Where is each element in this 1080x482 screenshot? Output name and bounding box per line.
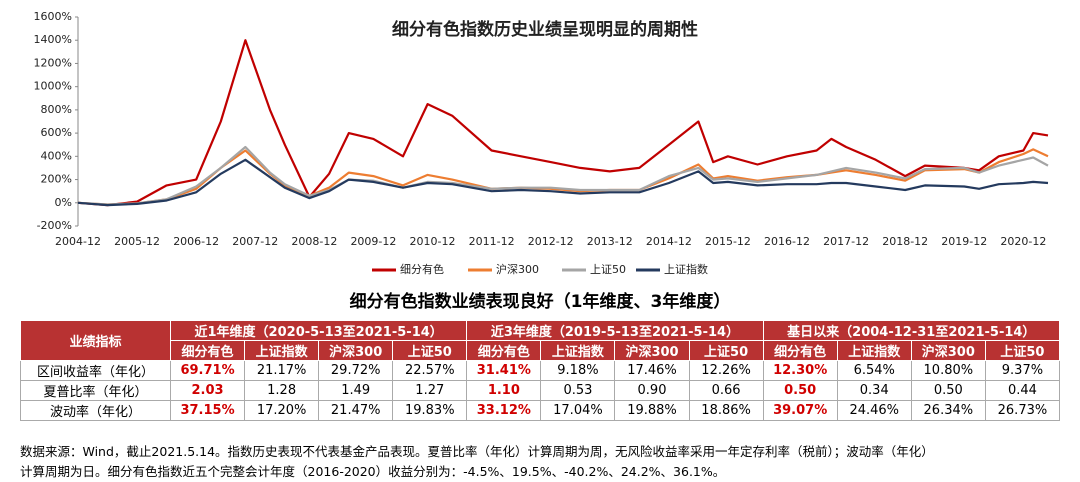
cell: 19.83%: [392, 400, 468, 421]
legend-label: 细分有色: [400, 262, 444, 276]
x-tick-label: 2004-12: [55, 235, 101, 248]
footnote-line: 数据来源：Wind，截止2021.5.14。指数历史表现不代表基金产品表现。夏普…: [20, 444, 934, 459]
cell: 24.46%: [836, 400, 912, 421]
legend-label: 沪深300: [496, 262, 539, 276]
cell: 0.34: [836, 380, 912, 401]
y-tick-label: 1600%: [34, 10, 72, 23]
cell: 37.15%: [169, 400, 246, 421]
column-header: 沪深300: [318, 340, 394, 361]
x-tick-label: 2010-12: [410, 235, 456, 248]
y-tick-label: 600%: [41, 126, 72, 139]
legend-label: 上证指数: [664, 262, 708, 276]
series-line: [77, 145, 1049, 206]
x-tick-label: 2012-12: [528, 235, 574, 248]
row-header: 夏普比率（年化）: [20, 380, 171, 401]
cell: 1.10: [466, 380, 542, 401]
series-line: [77, 158, 1049, 207]
column-header: 上证指数: [836, 340, 912, 361]
y-tick-label: 0%: [55, 196, 72, 209]
cell: 19.88%: [614, 400, 690, 421]
y-tick-label: 1200%: [34, 56, 72, 69]
performance-table: 业绩指标 近1年维度（2020-5-13至2021-5-14） 近3年维度（2019…: [20, 320, 1061, 421]
cell: 21.17%: [244, 360, 320, 381]
cell: 17.46%: [614, 360, 690, 381]
y-tick-label: 1000%: [34, 80, 72, 93]
x-tick-label: 2014-12: [646, 235, 692, 248]
x-tick-label: 2007-12: [232, 235, 278, 248]
y-tick-label: 1400%: [34, 33, 72, 46]
footnote: 数据来源：Wind，截止2021.5.14。指数历史表现不代表基金产品表现。夏普…: [20, 442, 934, 482]
group-header: 基日以来（2004-12-31至2021-5-14）: [762, 320, 1061, 341]
x-tick-label: 2005-12: [114, 235, 160, 248]
cell: 9.37%: [984, 360, 1061, 381]
y-tick-label: -200%: [37, 219, 72, 232]
cell: 12.30%: [762, 360, 838, 381]
cell: 1.28: [244, 380, 320, 401]
x-tick-label: 2019-12: [941, 235, 987, 248]
x-tick-label: 2008-12: [291, 235, 337, 248]
cell: 33.12%: [466, 400, 542, 421]
cell: 0.44: [984, 380, 1061, 401]
cell: 0.53: [540, 380, 616, 401]
column-header: 上证50: [392, 340, 468, 361]
x-tick-label: 2016-12: [764, 235, 810, 248]
x-tick-label: 2013-12: [587, 235, 633, 248]
group-header: 近3年维度（2019-5-13至2021-5-14）: [466, 320, 764, 341]
chart: 细分有色指数历史业绩呈现明显的周期性 -200% 0% 200% 400% 600% 80…: [34, 10, 1049, 276]
cell: 0.50: [910, 380, 986, 401]
y-tick-label: 400%: [41, 149, 72, 162]
column-header: 上证指数: [540, 340, 616, 361]
cell: 26.73%: [984, 400, 1061, 421]
cell: 10.80%: [910, 360, 986, 381]
cell: 31.41%: [466, 360, 542, 381]
cell: 39.07%: [762, 400, 838, 421]
chart-title: 细分有色指数历史业绩呈现明显的周期性: [392, 19, 698, 40]
cell: 1.49: [318, 380, 394, 401]
column-header: 上证50: [984, 340, 1061, 361]
x-tick-label: 2017-12: [823, 235, 869, 248]
cell: 22.57%: [392, 360, 468, 381]
cell: 18.86%: [688, 400, 764, 421]
x-tick-label: 2018-12: [882, 235, 928, 248]
column-header: 细分有色: [466, 340, 542, 361]
column-header: 上证50: [688, 340, 764, 361]
column-header: 上证指数: [244, 340, 320, 361]
x-tick-label: 2011-12: [469, 235, 515, 248]
x-tick-label: 2015-12: [705, 235, 751, 248]
cell: 6.54%: [836, 360, 912, 381]
cell: 21.47%: [318, 400, 394, 421]
column-header: 细分有色: [762, 340, 838, 361]
cell: 26.34%: [910, 400, 986, 421]
cell: 29.72%: [318, 360, 394, 381]
corner-header: 业绩指标: [20, 320, 171, 361]
column-header: 细分有色: [169, 340, 246, 361]
table-title: 细分有色指数业绩表现良好（1年维度、3年维度）: [349, 292, 731, 312]
row-header: 区间收益率（年化）: [20, 360, 171, 381]
series-line: [77, 39, 1049, 207]
footnote-line: 计算周期为日。细分有色指数近五个完整会计年度（2016-2020）收益分别为：-…: [20, 464, 726, 479]
column-header: 沪深300: [614, 340, 690, 361]
row-header: 波动率（年化）: [20, 400, 171, 421]
cell: 2.03: [169, 380, 246, 401]
cell: 17.04%: [540, 400, 616, 421]
column-header: 沪深300: [910, 340, 986, 361]
cell: 0.66: [688, 380, 764, 401]
cell: 0.90: [614, 380, 690, 401]
cell: 1.27: [392, 380, 468, 401]
x-tick-label: 2009-12: [350, 235, 396, 248]
x-tick-label: 2006-12: [173, 235, 219, 248]
group-header: 近1年维度（2020-5-13至2021-5-14）: [169, 320, 468, 341]
cell: 0.50: [762, 380, 838, 401]
x-tick-label: 2020-12: [1000, 235, 1046, 248]
cell: 69.71%: [169, 360, 246, 381]
y-tick-label: 200%: [41, 173, 72, 186]
cell: 9.18%: [540, 360, 616, 381]
cell: 12.26%: [688, 360, 764, 381]
legend-label: 上证50: [590, 263, 626, 276]
cell: 17.20%: [244, 400, 320, 421]
y-tick-label: 800%: [41, 103, 72, 116]
